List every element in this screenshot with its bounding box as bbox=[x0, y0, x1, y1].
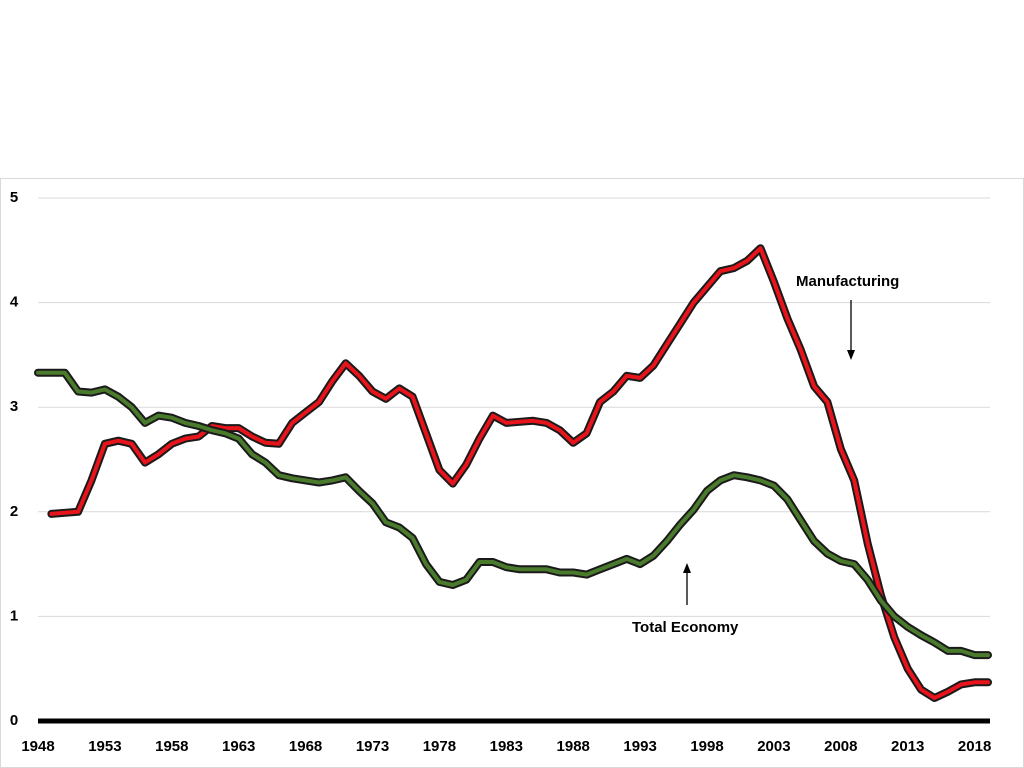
y-tick-label: 5 bbox=[10, 189, 18, 206]
x-tick-label: 1968 bbox=[289, 738, 322, 755]
annotation-arrowhead bbox=[847, 350, 855, 360]
x-tick-label: 1973 bbox=[356, 738, 389, 755]
annotation-arrowhead bbox=[683, 563, 691, 573]
series-outline bbox=[47, 244, 992, 702]
y-tick-label: 2 bbox=[10, 503, 18, 520]
x-tick-label: 1983 bbox=[490, 738, 523, 755]
x-tick-label: 1958 bbox=[155, 738, 188, 755]
x-tick-label: 2008 bbox=[824, 738, 857, 755]
x-tick-label: 2018 bbox=[958, 738, 991, 755]
x-tick-label: 1948 bbox=[21, 738, 54, 755]
x-tick-label: 1998 bbox=[690, 738, 723, 755]
x-tick-label: 1978 bbox=[423, 738, 456, 755]
annotation: Total Economy bbox=[632, 619, 739, 636]
y-tick-label: 0 bbox=[10, 712, 18, 729]
series-outline bbox=[34, 368, 992, 660]
y-tick-label: 1 bbox=[10, 607, 18, 624]
y-tick-label: 3 bbox=[10, 398, 18, 415]
chart-frame bbox=[0, 178, 1024, 768]
x-tick-label: 1993 bbox=[623, 738, 656, 755]
x-tick-label: 1988 bbox=[557, 738, 590, 755]
x-tick-label: 1963 bbox=[222, 738, 255, 755]
x-tick-label: 1953 bbox=[88, 738, 121, 755]
y-tick-label: 4 bbox=[10, 294, 19, 311]
x-tick-label: 2003 bbox=[757, 738, 790, 755]
x-tick-label: 2013 bbox=[891, 738, 924, 755]
annotation: Manufacturing bbox=[796, 273, 899, 290]
series-line bbox=[36, 370, 990, 658]
